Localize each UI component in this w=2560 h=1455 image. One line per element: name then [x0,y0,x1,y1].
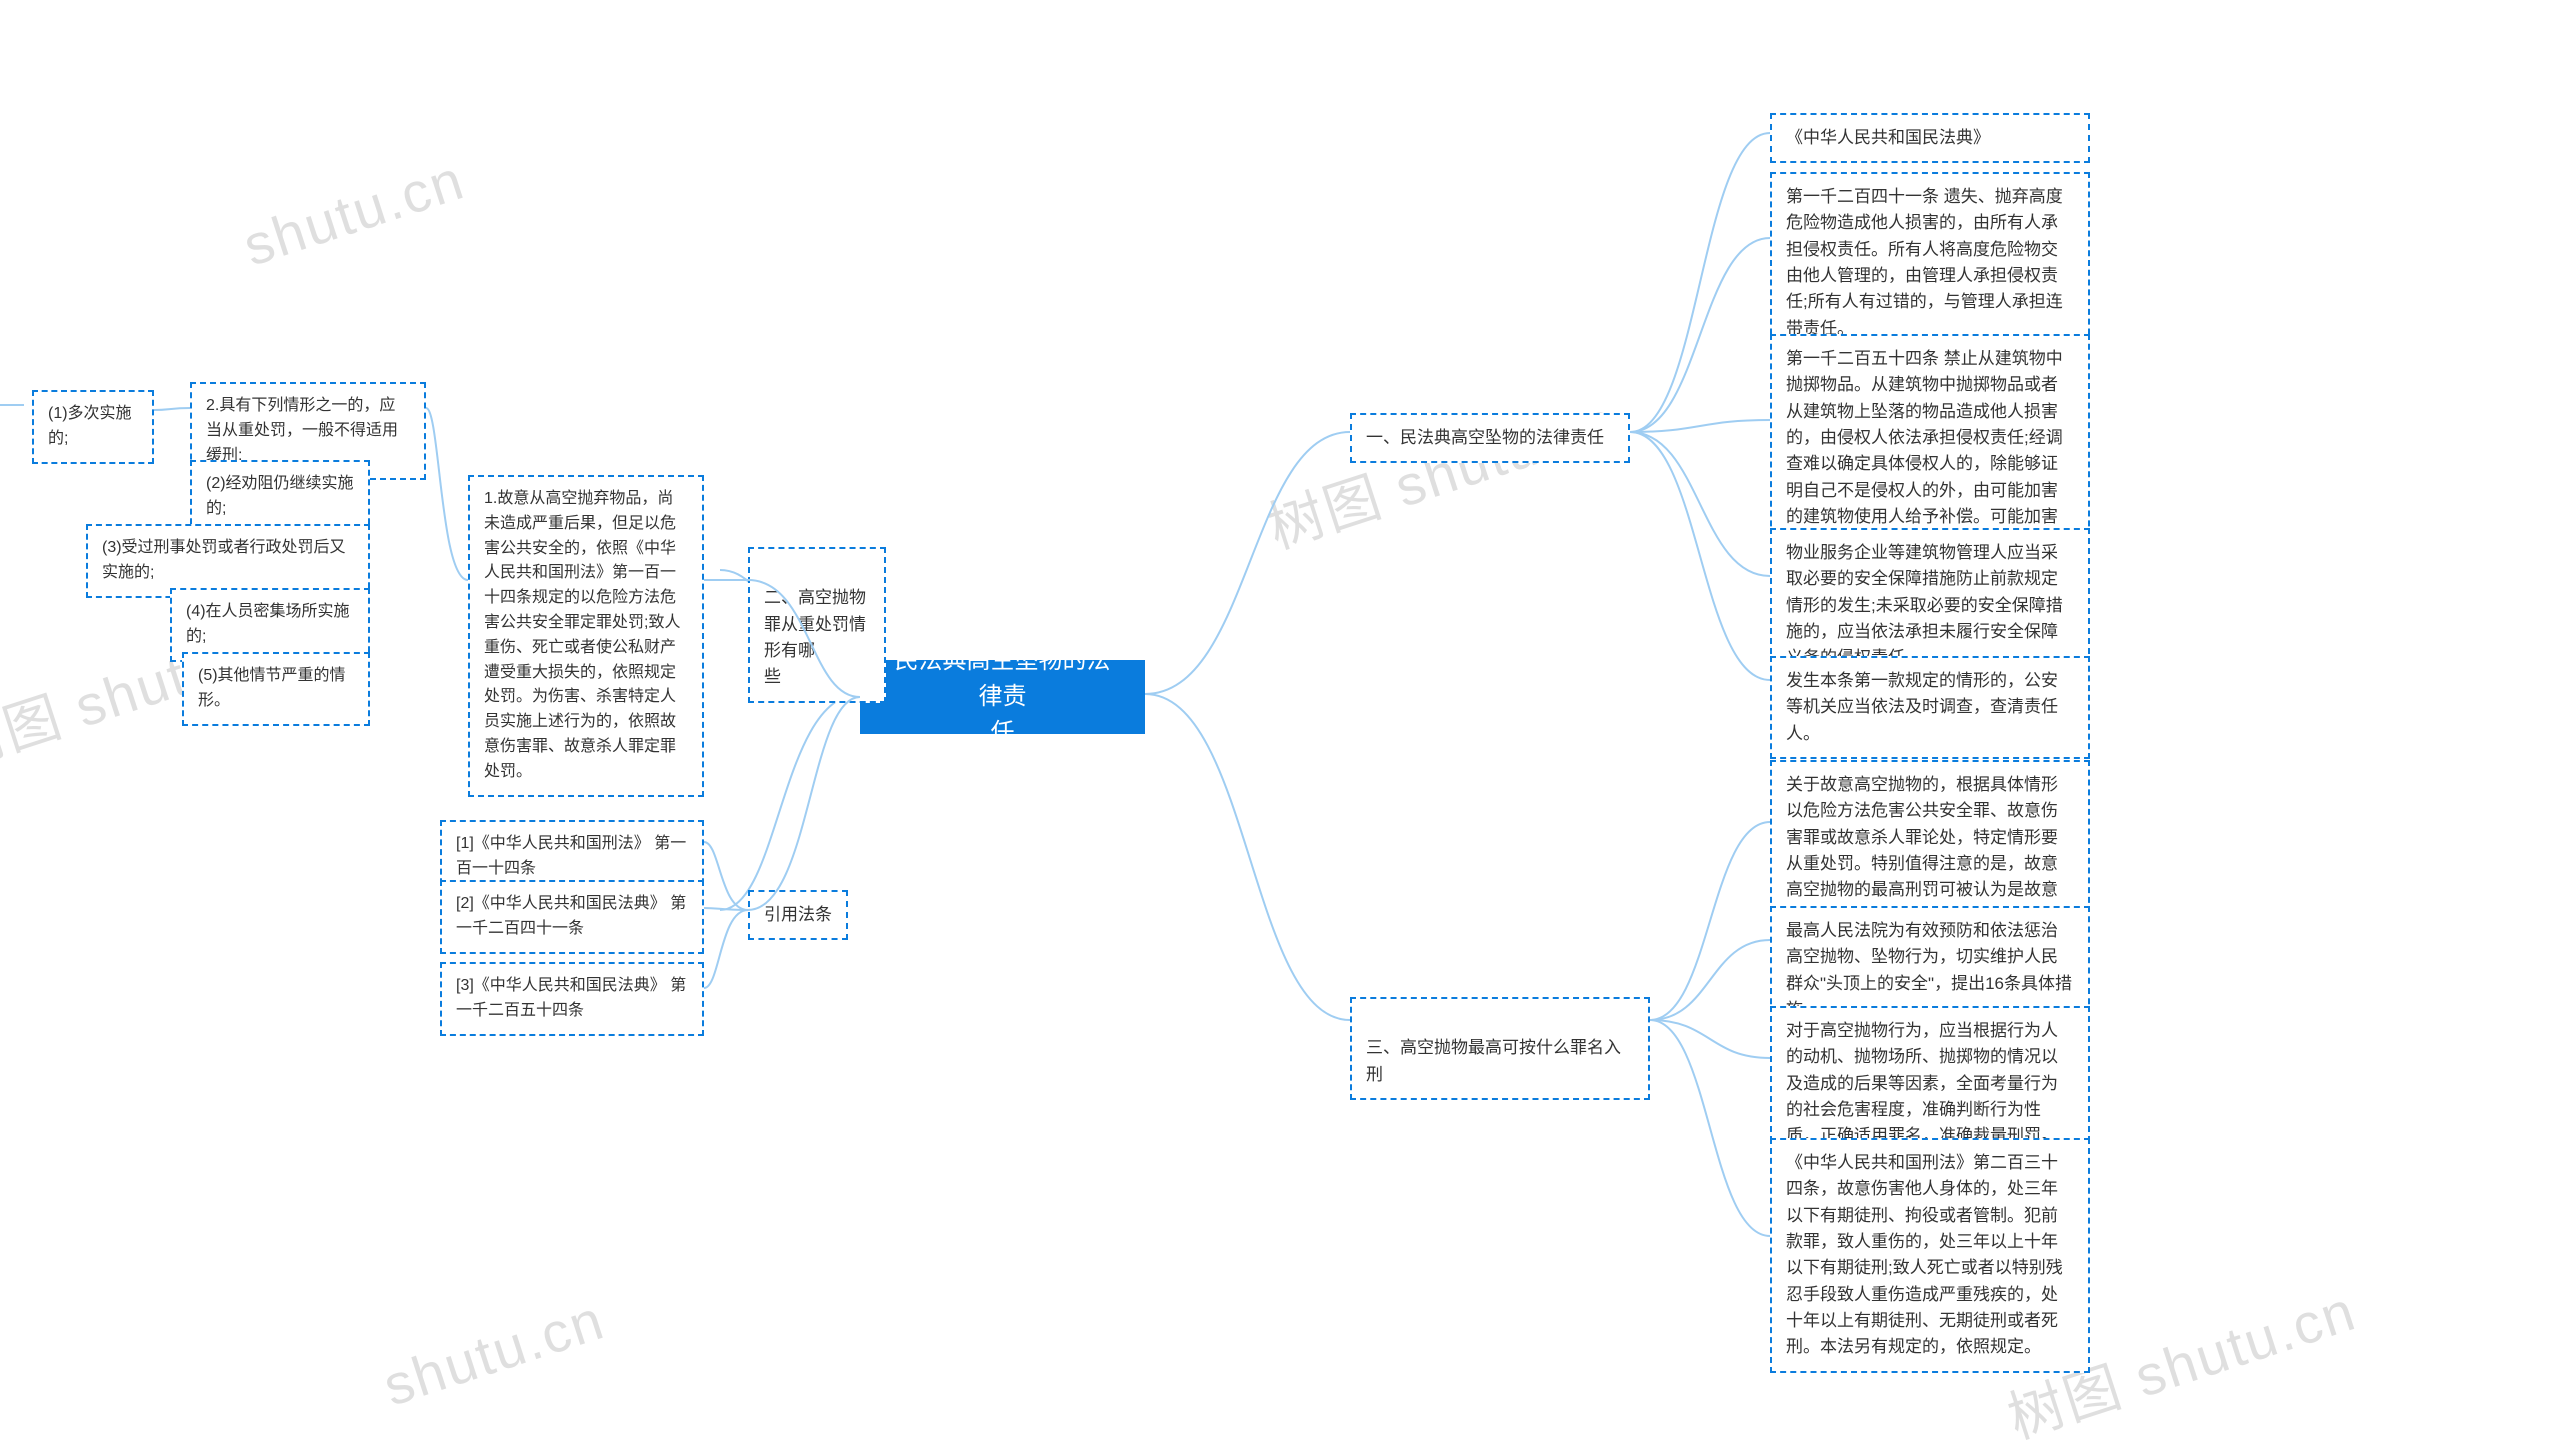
refs-branch: 引用法条 [748,890,848,940]
connector-layer-2 [0,0,2560,1385]
watermark: 树图 shutu.cn [1256,376,1625,565]
branch-2-label: 二、高空抛物罪从重处罚情形有哪 些 [764,588,866,686]
b2-grand-text: 2.具有下列情形之一的，应当从重处罚，一般不得适用缓刑: [206,397,398,464]
refs-item-2-text: [3]《中华人民共和国民法典》 第一千二百五十四条 [456,977,686,1019]
b3-leaf-0-text: 关于故意高空抛物的，根据具体情形以危险方法危害公共安全罪、故意伤害罪或故意杀人罪… [1786,775,2058,926]
b3-leaf-3: 《中华人民共和国刑法》第二百三十四条，故意伤害他人身体的，处三年以下有期徒刑、拘… [1770,1138,2090,1373]
b1-leaf-4: 发生本条第一款规定的情形的，公安等机关应当依法及时调查，查清责任人。 [1770,656,2090,759]
b2-leaf-2-text: (3)受过刑事处罚或者行政处罚后又实施的; [102,539,346,581]
b1-leaf-4-text: 发生本条第一款规定的情形的，公安等机关应当依法及时调查，查清责任人。 [1786,671,2058,743]
branch-2: 二、高空抛物罪从重处罚情形有哪 些 [748,547,886,703]
b2-leaf-0: (1)多次实施的; [32,390,154,464]
root-node: 民法典高空坠物的法律责 任 [860,660,1145,734]
b1-leaf-1-text: 第一千二百四十一条 遗失、抛弃高度危险物造成他人损害的，由所有人承担侵权责任。所… [1786,187,2063,338]
refs-item-1: [2]《中华人民共和国民法典》 第一千二百四十一条 [440,880,704,954]
refs-item-0-text: [1]《中华人民共和国刑法》 第一百一十四条 [456,835,686,877]
root-label: 民法典高空坠物的法律责 任 [886,643,1119,751]
refs-item-1-text: [2]《中华人民共和国民法典》 第一千二百四十一条 [456,895,686,937]
refs-label: 引用法条 [764,905,832,924]
b1-leaf-0-text: 《中华人民共和国民法典》 [1786,128,1990,147]
b3-leaf-1-text: 最高人民法院为有效预防和依法惩治高空抛物、坠物行为，切实维护人民群众"头顶上的安… [1786,921,2072,1019]
b2-leaf-4-text: (5)其他情节严重的情形。 [198,667,346,709]
b2-leaf-1: (2)经劝阻仍继续实施的; [190,460,370,534]
b1-leaf-1: 第一千二百四十一条 遗失、抛弃高度危险物造成他人损害的，由所有人承担侵权责任。所… [1770,172,2090,354]
branch-3-label: 三、高空抛物最高可按什么罪名入 刑 [1366,1038,1621,1083]
b2-leaf-3: (4)在人员密集场所实施的; [170,588,370,662]
b2-leaf-0-text: (1)多次实施的; [48,405,132,447]
b2-leaf-4: (5)其他情节严重的情形。 [182,652,370,726]
b1-leaf-0: 《中华人民共和国民法典》 [1770,113,2090,163]
refs-item-2: [3]《中华人民共和国民法典》 第一千二百五十四条 [440,962,704,1036]
b2-leaf-1-text: (2)经劝阻仍继续实施的; [206,475,354,517]
branch-3: 三、高空抛物最高可按什么罪名入 刑 [1350,997,1650,1100]
watermark: shutu.cn [376,1286,613,1418]
b2-child: 1.故意从高空抛弃物品，尚未造成严重后果，但足以危害公共安全的，依照《中华人民共… [468,475,704,797]
b2-leaf-3-text: (4)在人员密集场所实施的; [186,603,350,645]
branch-1-label: 一、民法典高空坠物的法律责任 [1366,428,1604,447]
branch-1: 一、民法典高空坠物的法律责任 [1350,413,1630,463]
b2-child-text: 1.故意从高空抛弃物品，尚未造成严重后果，但足以危害公共安全的，依照《中华人民共… [484,490,680,780]
connector-layer [0,0,2560,1385]
b1-leaf-3-text: 物业服务企业等建筑物管理人应当采取必要的安全保障措施防止前款规定情形的发生;未采… [1786,543,2063,667]
b3-leaf-2-text: 对于高空抛物行为，应当根据行为人的动机、抛物场所、抛掷物的情况以及造成的后果等因… [1786,1021,2058,1145]
watermark: shutu.cn [236,146,473,278]
b3-leaf-3-text: 《中华人民共和国刑法》第二百三十四条，故意伤害他人身体的，处三年以下有期徒刑、拘… [1786,1153,2063,1356]
b2-leaf-2: (3)受过刑事处罚或者行政处罚后又实施的; [86,524,370,598]
